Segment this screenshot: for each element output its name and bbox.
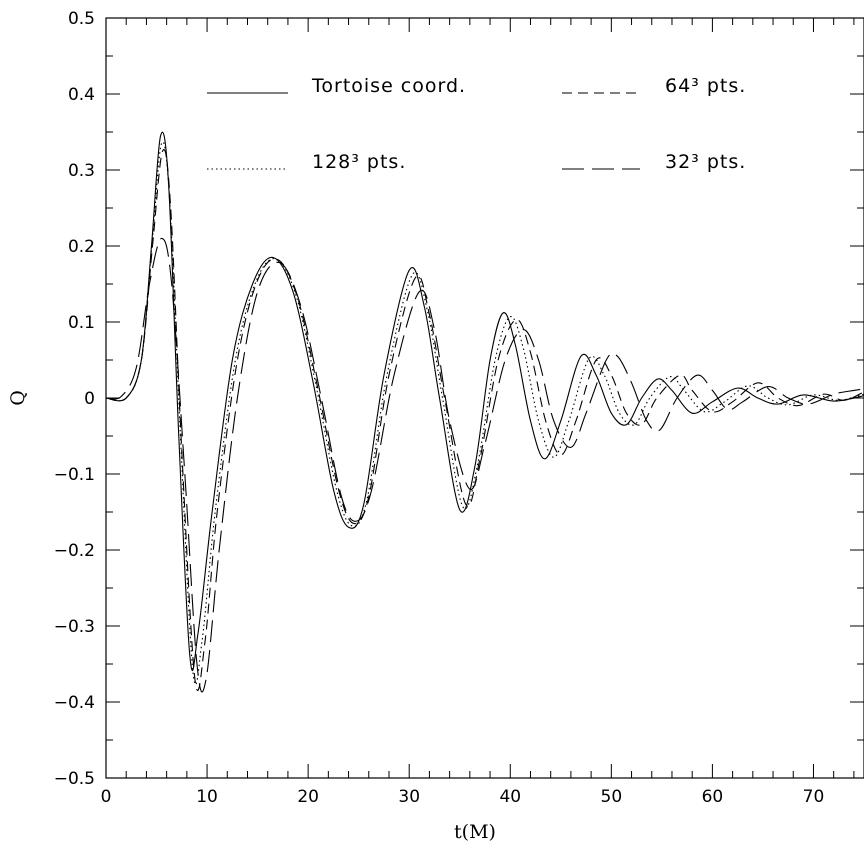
x-tick-label: 10 (196, 787, 218, 807)
series-layer (106, 131, 864, 693)
y-tick-label: −0.1 (54, 465, 95, 485)
y-tick-label: 0.3 (68, 161, 95, 181)
x-tick-label: 60 (702, 787, 724, 807)
y-tick-label: 0.5 (68, 9, 95, 29)
y-tick-label: −0.5 (54, 769, 95, 789)
y-axis-label: Q (7, 390, 29, 406)
series-line-0 (106, 131, 864, 672)
y-tick-label: 0.1 (68, 313, 95, 333)
x-tick-label: 40 (499, 787, 521, 807)
legend: Tortoise coord. 64³ pts. 128³ pts. 32³ pts. (207, 75, 746, 173)
y-tick-label: −0.2 (54, 541, 95, 561)
y-tick-label: 0 (84, 389, 95, 409)
legend-label: 128³ pts. (312, 151, 406, 173)
series-line-2 (106, 141, 864, 686)
tick-labels-layer: 0 10 20 30 40 50 60 70 −0.5 −0.4 −0.3 −0.2 −0.1 0 0.1 0… (54, 9, 825, 807)
legend-label: 32³ pts. (665, 151, 746, 173)
y-tick-label: −0.4 (54, 693, 95, 713)
x-tick-label: 70 (803, 787, 825, 807)
x-tick-label: 30 (398, 787, 420, 807)
legend-label: 64³ pts. (665, 75, 746, 97)
series-line-1 (106, 149, 864, 692)
y-tick-label: 0.4 (68, 85, 95, 105)
ticks-layer (105, 17, 864, 779)
legend-label: Tortoise coord. (311, 75, 466, 97)
y-tick-label: −0.3 (54, 617, 95, 637)
x-axis-label: t(M) (454, 821, 496, 843)
series-line-3 (106, 237, 864, 693)
x-tick-label: 20 (297, 787, 319, 807)
x-tick-label: 0 (101, 787, 112, 807)
y-tick-label: 0.2 (68, 237, 95, 257)
x-tick-label: 50 (601, 787, 623, 807)
